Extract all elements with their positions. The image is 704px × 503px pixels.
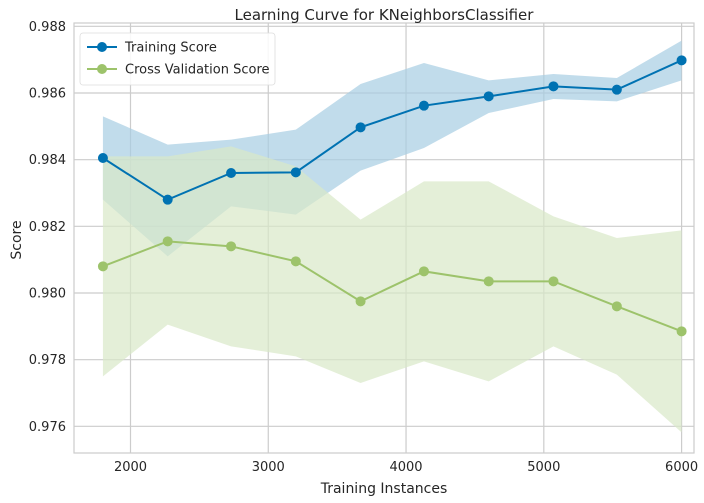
y-tick-label: 0.986 [29, 87, 66, 102]
training-score-line [102, 59, 683, 201]
training-score-point [676, 55, 687, 66]
x-tick-label: 3000 [252, 460, 285, 475]
y-tick-label: 0.982 [29, 220, 66, 235]
legend-box [79, 32, 276, 86]
cross-validation-score-point [97, 261, 108, 272]
confidence-bands [102, 40, 682, 433]
cross-validation-score-point [418, 266, 429, 277]
y-tick-labels: 0.976 0.978 0.980 0.982 0.984 0.986 0.988 [29, 20, 66, 435]
y-axis-label: Score [9, 220, 25, 259]
cross-validation-score-point [548, 276, 559, 287]
training-score-point [483, 91, 494, 102]
chart-title: Learning Curve for KNeighborsClassifier [235, 6, 535, 24]
legend-marker-cross-validation [97, 64, 107, 74]
cross-validation-score-point [483, 276, 494, 287]
training-score-point [418, 100, 429, 111]
y-tick-label: 0.978 [29, 353, 66, 368]
cross-validation-score-point [290, 256, 301, 267]
training-score-point [611, 84, 622, 95]
series-points [97, 55, 687, 337]
legend-label-training: Training Score [124, 41, 217, 56]
training-score-point [162, 194, 173, 205]
x-axis-label: Training Instances [320, 481, 448, 497]
series-lines [102, 59, 683, 333]
cross-validation-score-point [676, 326, 687, 337]
y-tick-label: 0.980 [29, 287, 66, 302]
legend-marker-training [97, 42, 107, 52]
training-score-point [97, 153, 108, 163]
cross-validation-score-line [102, 240, 682, 333]
y-tick-label: 0.988 [29, 20, 66, 35]
cross-validation-score-point [162, 236, 173, 247]
legend: Training Score Cross Validation Score [79, 32, 276, 86]
training-score-point [226, 168, 237, 178]
cross-validation-score-band [102, 146, 682, 433]
legend-label-cross-validation: Cross Validation Score [125, 63, 270, 78]
training-score-point [548, 81, 559, 92]
x-tick-label: 5000 [527, 460, 560, 475]
cross-validation-score-point [355, 296, 366, 307]
x-tick-labels: 2000 3000 4000 5000 6000 [114, 460, 698, 475]
cross-validation-score-point [611, 301, 622, 312]
y-tick-label: 0.976 [29, 420, 66, 435]
training-score-point [290, 167, 301, 178]
cross-validation-score-point [226, 241, 237, 252]
training-score-point [355, 122, 366, 133]
x-tick-label: 4000 [389, 460, 422, 475]
plot-frame [73, 22, 695, 454]
x-tick-label: 2000 [114, 460, 147, 475]
y-tick-label: 0.984 [29, 153, 66, 168]
x-tick-label: 6000 [665, 460, 698, 475]
